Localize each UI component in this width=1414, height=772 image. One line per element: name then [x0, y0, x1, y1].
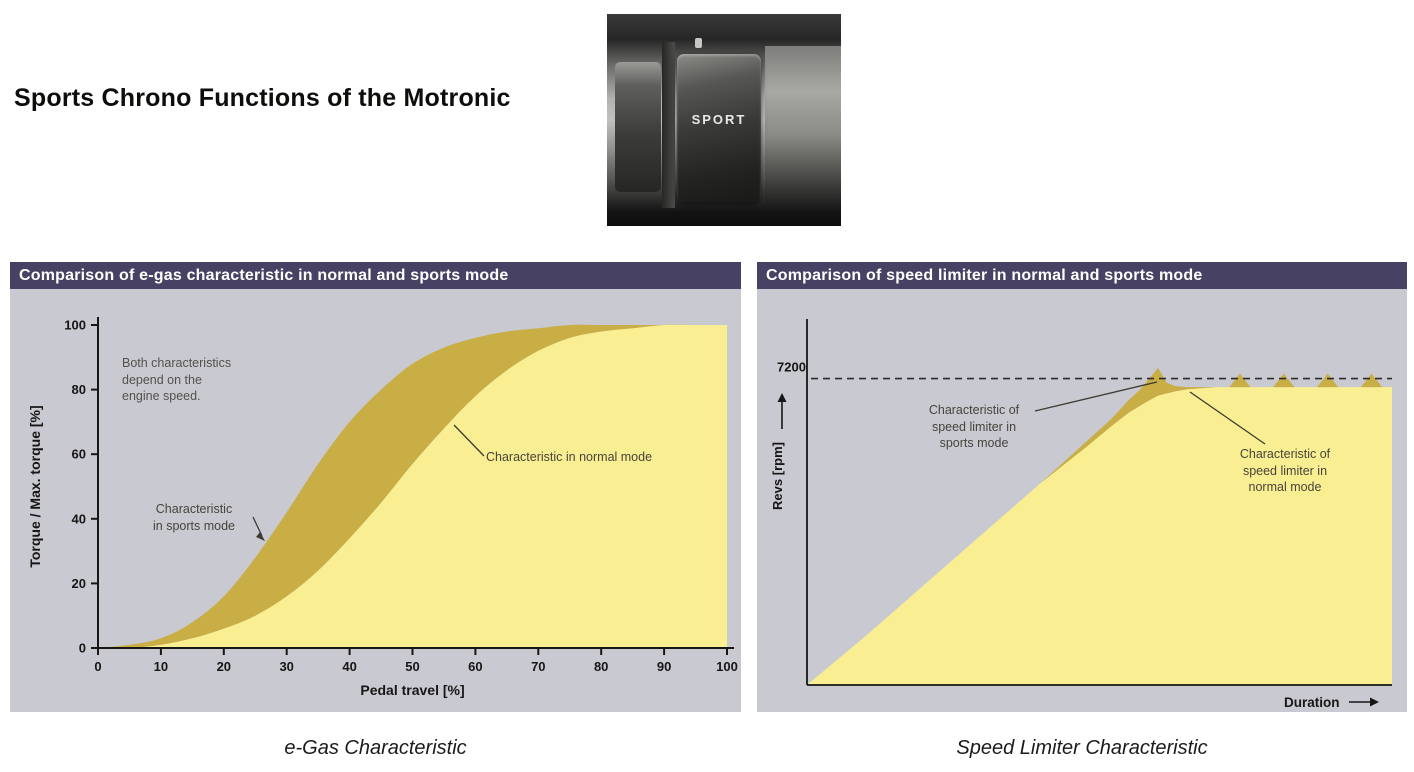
sport-button-photo: SPORT — [607, 14, 841, 226]
sport-button: SPORT — [677, 54, 761, 202]
limiter-axes — [806, 319, 1392, 686]
y-tick-label: 0 — [79, 641, 86, 656]
button-indicator — [695, 38, 702, 48]
egas-panel-title: Comparison of e-gas characteristic in no… — [19, 267, 509, 284]
egas-annotation-sports: Characteristic in sports mode — [153, 502, 235, 533]
egas-caption: e-Gas Characteristic — [284, 737, 467, 759]
egas-sports-pointer-arrowhead — [256, 532, 265, 541]
egas-normal-area — [98, 324, 727, 649]
x-axis-arrowhead — [1370, 697, 1379, 707]
egas-note: Both characteristics depend on the engin… — [122, 356, 232, 403]
limiter-x-axis-label: Duration — [1284, 695, 1340, 710]
sport-button-label: SPORT — [691, 112, 747, 127]
egas-normal-pointer-line — [453, 424, 485, 457]
limiter-caption: Speed Limiter Characteristic — [956, 737, 1208, 759]
x-tick-label: 40 — [342, 659, 356, 674]
egas-annotation-normal: Characteristic in normal mode — [486, 450, 653, 464]
egas-generated-content: 0 10 20 30 40 50 60 70 80 90 100 0 20 40 60 80 100 Pedal … — [27, 317, 738, 698]
x-tick-label: 10 — [154, 659, 168, 674]
limiter-normal-pointer-line — [1189, 391, 1266, 445]
limiter-annotation-sports: Characteristic of speed limiter in sport… — [928, 403, 1020, 450]
y-tick-label: 20 — [72, 576, 86, 591]
egas-panel-header: Comparison of e-gas characteristic in no… — [10, 262, 741, 289]
egas-y-axis-label: Torque / Max. torque [%] — [27, 405, 43, 567]
limiter-chart-svg: 7200 Revs [rpm] Duration — [770, 319, 1392, 710]
x-tick-label: 30 — [279, 659, 293, 674]
x-tick-label: 20 — [217, 659, 231, 674]
egas-axes — [97, 317, 734, 649]
egas-x-axis-label: Pedal travel [%] — [360, 682, 464, 698]
console-shelf — [765, 46, 841, 208]
page-title: Sports Chrono Functions of the Motronic — [14, 84, 511, 112]
limiter-generated-content: 7200 Revs [rpm] Duration — [770, 319, 1392, 710]
egas-chart: 0 10 20 30 40 50 60 70 80 90 100 0 20 40 60 80 100 Pedal … — [10, 289, 741, 712]
x-tick-label: 50 — [405, 659, 419, 674]
limiter-panel-title: Comparison of speed limiter in normal an… — [766, 267, 1203, 284]
egas-panel: Comparison of e-gas characteristic in no… — [10, 262, 741, 712]
limiter-sports-band — [807, 367, 1392, 685]
x-tick-label: 70 — [531, 659, 545, 674]
limiter-panel: Comparison of speed limiter in normal an… — [757, 262, 1407, 712]
limiter-annotation-normal: Characteristic of speed limiter in norma… — [1239, 447, 1331, 494]
limiter-sports-pointer-line — [1034, 381, 1158, 412]
console-groove — [662, 42, 675, 208]
adjacent-button — [615, 62, 661, 192]
y-tick-label: 100 — [64, 318, 86, 333]
x-tick-label: 100 — [716, 659, 738, 674]
y-tick-label: 40 — [72, 511, 86, 526]
limiter-ref-label: 7200 — [777, 360, 806, 375]
egas-chart-svg: 0 10 20 30 40 50 60 70 80 90 100 0 20 40 60 80 100 Pedal … — [27, 317, 738, 698]
y-axis-arrowhead — [777, 393, 787, 402]
x-tick-label: 80 — [594, 659, 608, 674]
x-tick-label: 90 — [657, 659, 671, 674]
egas-sports-band — [98, 324, 727, 649]
y-tick-label: 60 — [72, 447, 86, 462]
limiter-normal-area — [807, 387, 1392, 685]
limiter-y-axis-label: Revs [rpm] — [770, 442, 785, 510]
y-tick-label: 80 — [72, 382, 86, 397]
x-tick-label: 60 — [468, 659, 482, 674]
x-tick-label: 0 — [94, 659, 101, 674]
limiter-pointer-lines — [1034, 381, 1266, 445]
egas-sports-pointer-line — [252, 516, 263, 537]
limiter-panel-header: Comparison of speed limiter in normal an… — [757, 262, 1407, 289]
limiter-chart: 7200 Revs [rpm] Duration Characteristic of… — [757, 289, 1407, 712]
egas-pointer-lines — [252, 424, 485, 541]
